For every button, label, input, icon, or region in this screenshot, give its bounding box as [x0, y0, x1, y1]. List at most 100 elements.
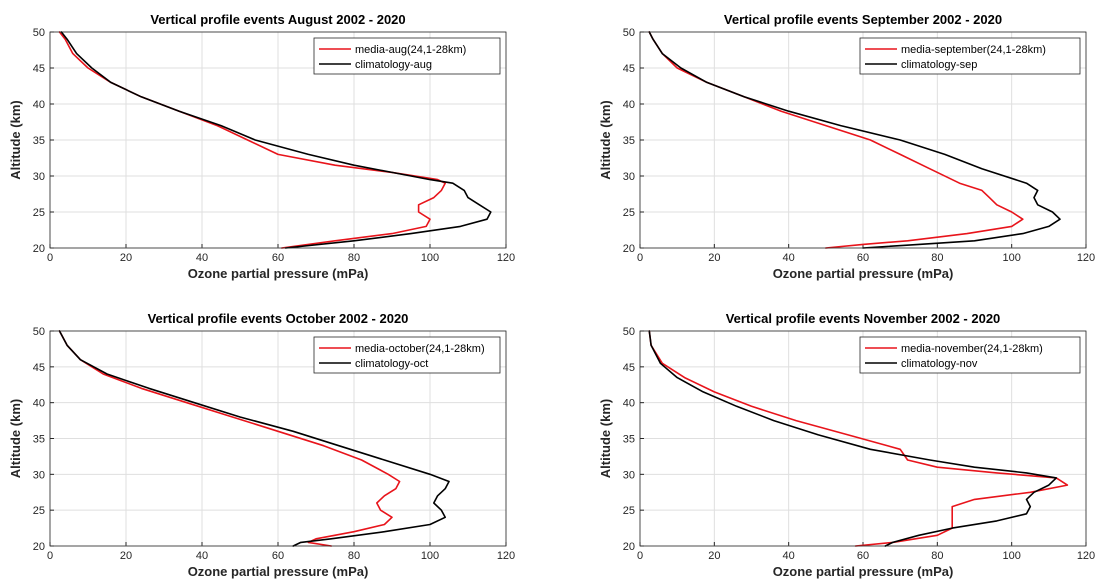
- legend: media-september(24,1-28km) climatology-se…: [859, 37, 1081, 75]
- legend-entry: media-november(24,1-28km): [901, 343, 1043, 355]
- x-tick-label: 100: [421, 550, 439, 562]
- x-tick-label: 100: [1002, 252, 1020, 264]
- y-tick-label: 45: [623, 362, 635, 374]
- chart-title: Vertical profile events September 2002 -…: [724, 12, 1002, 27]
- y-tick-label: 25: [33, 505, 45, 517]
- x-tick-label: 80: [931, 550, 943, 562]
- y-tick-label: 20: [33, 243, 45, 255]
- x-tick-label: 40: [783, 252, 795, 264]
- legend-box: [313, 37, 501, 75]
- x-tick-label: 80: [348, 252, 360, 264]
- axes-box: [49, 330, 507, 547]
- y-tick-label: 35: [33, 135, 45, 147]
- legend-entry: climatology-aug: [355, 59, 432, 71]
- climatology-profile-line: [648, 31, 1061, 249]
- legend: media-october(24,1-28km) climatology-oct: [313, 336, 501, 374]
- x-tick-label: 60: [857, 550, 869, 562]
- y-tick-label: 50: [33, 326, 45, 338]
- x-tick-label: 20: [120, 550, 132, 562]
- legend-entry: climatology-sep: [901, 59, 977, 71]
- legend: media-aug(24,1-28km) climatology-aug: [313, 37, 501, 75]
- axes-box: [639, 330, 1087, 547]
- legend-entry: climatology-oct: [355, 358, 428, 370]
- y-tick-label: 45: [33, 63, 45, 75]
- x-tick-label: 40: [783, 550, 795, 562]
- chart-title: Vertical profile events November 2002 - …: [726, 311, 1001, 326]
- x-tick-label: 40: [196, 550, 208, 562]
- x-tick-label: 0: [637, 550, 643, 562]
- x-tick-label: 120: [1077, 252, 1095, 264]
- y-tick-label: 45: [33, 362, 45, 374]
- y-tick-label: 30: [33, 469, 45, 481]
- y-axis-label: Altitude (km): [598, 100, 613, 179]
- x-axis-label: Ozone partial pressure (mPa): [188, 266, 369, 281]
- y-tick-label: 20: [623, 243, 635, 255]
- y-tick-label: 20: [623, 541, 635, 553]
- chart-title: Vertical profile events August 2002 - 20…: [150, 12, 405, 27]
- legend-entry: media-september(24,1-28km): [901, 44, 1046, 56]
- x-tick-label: 120: [1077, 550, 1095, 562]
- x-tick-label: 120: [497, 550, 515, 562]
- y-tick-label: 25: [623, 207, 635, 219]
- legend-entry: climatology-nov: [901, 358, 978, 370]
- y-tick-label: 50: [623, 326, 635, 338]
- legend-box: [313, 336, 501, 374]
- climatology-profile-line: [648, 330, 1058, 547]
- x-tick-label: 0: [47, 550, 53, 562]
- y-axis-label: Altitude (km): [8, 100, 23, 179]
- x-tick-label: 100: [1002, 550, 1020, 562]
- median-profile-line: [648, 330, 1069, 547]
- legend-box: [859, 37, 1081, 75]
- x-tick-label: 60: [857, 252, 869, 264]
- legend: media-november(24,1-28km) climatology-nov: [859, 336, 1081, 374]
- x-axis-label: Ozone partial pressure (mPa): [188, 564, 369, 579]
- legend-entry: media-october(24,1-28km): [355, 343, 485, 355]
- y-tick-label: 25: [33, 207, 45, 219]
- y-tick-label: 35: [623, 135, 635, 147]
- x-tick-label: 100: [421, 252, 439, 264]
- x-tick-label: 0: [637, 252, 643, 264]
- y-tick-label: 30: [623, 469, 635, 481]
- y-tick-label: 50: [623, 27, 635, 39]
- x-tick-label: 60: [272, 550, 284, 562]
- chart-title: Vertical profile events October 2002 - 2…: [148, 311, 409, 326]
- x-tick-label: 20: [708, 550, 720, 562]
- x-axis-label: Ozone partial pressure (mPa): [773, 266, 954, 281]
- y-tick-label: 40: [33, 99, 45, 111]
- y-axis-label: Altitude (km): [598, 399, 613, 478]
- climatology-profile-line: [58, 330, 450, 547]
- legend-entry: media-aug(24,1-28km): [355, 44, 466, 56]
- y-tick-label: 20: [33, 541, 45, 553]
- x-tick-label: 20: [708, 252, 720, 264]
- axes-box: [49, 31, 507, 249]
- x-tick-label: 20: [120, 252, 132, 264]
- y-tick-label: 40: [623, 99, 635, 111]
- x-axis-label: Ozone partial pressure (mPa): [773, 564, 954, 579]
- x-tick-label: 120: [497, 252, 515, 264]
- y-tick-label: 40: [33, 398, 45, 410]
- y-tick-label: 30: [623, 171, 635, 183]
- x-tick-label: 60: [272, 252, 284, 264]
- median-profile-line: [648, 31, 1024, 249]
- y-tick-label: 30: [33, 171, 45, 183]
- y-tick-label: 40: [623, 398, 635, 410]
- y-tick-label: 45: [623, 63, 635, 75]
- x-tick-label: 80: [931, 252, 943, 264]
- y-tick-label: 25: [623, 505, 635, 517]
- x-tick-label: 40: [196, 252, 208, 264]
- median-profile-line: [58, 330, 401, 547]
- legend-box: [859, 336, 1081, 374]
- x-tick-label: 80: [348, 550, 360, 562]
- x-tick-label: 0: [47, 252, 53, 264]
- y-tick-label: 50: [33, 27, 45, 39]
- y-axis-label: Altitude (km): [8, 399, 23, 478]
- y-tick-label: 35: [623, 434, 635, 446]
- axes-box: [639, 31, 1087, 249]
- climatology-profile-line: [60, 31, 492, 249]
- y-tick-label: 35: [33, 434, 45, 446]
